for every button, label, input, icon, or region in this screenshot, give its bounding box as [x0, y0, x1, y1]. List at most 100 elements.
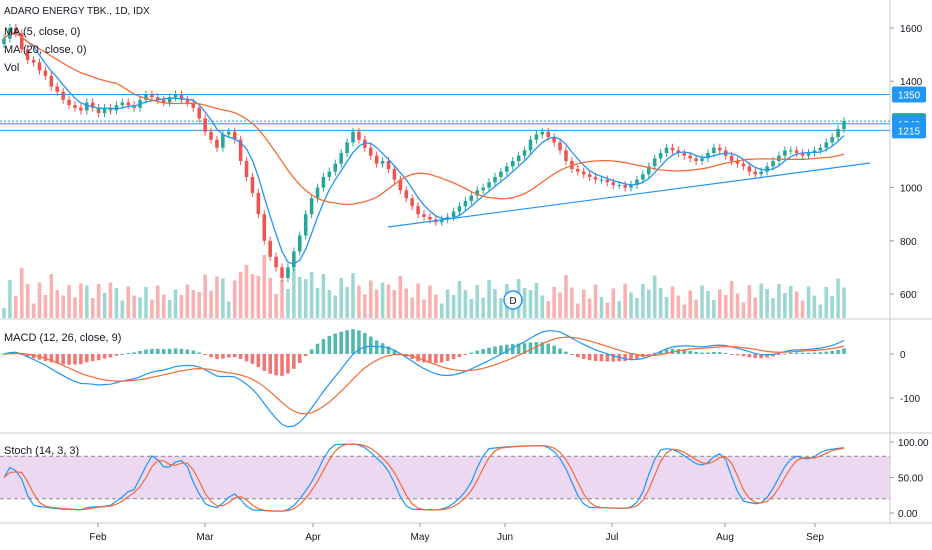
candle-body [262, 214, 267, 241]
macd-hist-bar [339, 331, 343, 354]
macd-hist-bar [629, 354, 633, 361]
candle-body [14, 28, 18, 34]
candle-body [167, 97, 172, 103]
volume-bar [747, 285, 752, 318]
macd-hist-bar [611, 354, 616, 362]
macd-hist-bar [191, 350, 196, 354]
macd-hist-bar [682, 349, 687, 354]
candle-body [191, 102, 196, 108]
volume-bar [215, 276, 219, 318]
ma-slow-legend[interactable]: MA (20, close, 0) [4, 44, 87, 56]
macd-hist-bar [297, 354, 302, 363]
volume-bar [203, 274, 207, 318]
candle-body [114, 105, 119, 111]
volume-bar [238, 272, 243, 318]
volume-bar [292, 268, 296, 318]
candle-body [333, 163, 338, 172]
candle-body [682, 153, 687, 156]
macd-hist-bar [221, 354, 225, 359]
candle-body [43, 70, 48, 76]
candle-body [581, 171, 586, 175]
macd-hist-bar [445, 354, 450, 361]
volume-bar [96, 284, 101, 318]
volume-bar [79, 283, 83, 318]
ma-fast-legend[interactable]: MA (5, close, 0) [4, 26, 81, 38]
candle-body [108, 107, 113, 111]
volume-bar [599, 297, 604, 318]
macd-hist-bar [712, 352, 716, 354]
candle-body [79, 107, 83, 111]
volume-bar [156, 285, 160, 318]
macd-line [3, 330, 845, 428]
stoch-legend[interactable]: Stoch (14, 3, 3) [4, 445, 80, 457]
macd-hist-bar [120, 353, 125, 355]
volume-bar [209, 290, 213, 318]
candle-body [25, 49, 30, 60]
candle-body [558, 142, 562, 151]
y-tick-label: 1000 [900, 184, 923, 195]
macd-hist-bar [694, 351, 698, 354]
macd-hist-bar [108, 354, 113, 358]
volume-bar [185, 284, 190, 318]
candle-body [800, 153, 805, 156]
macd-hist-bar [126, 352, 131, 354]
macd-hist-bar [717, 352, 722, 354]
macd-hist-bar [238, 354, 243, 360]
macd-hist-bar [771, 354, 775, 357]
macd-hist-bar [357, 330, 361, 354]
candle-body [475, 190, 480, 196]
candle-body [777, 155, 781, 161]
volume-bar [558, 292, 562, 318]
macd-hist-bar [173, 348, 178, 354]
candle-body [765, 166, 769, 172]
volume-bar [374, 289, 379, 318]
macd-hist-bar [428, 354, 432, 364]
candle-body [641, 174, 645, 180]
macd-hist-bar [599, 354, 604, 362]
macd-hist-bar [723, 352, 728, 354]
candle-body [49, 75, 54, 87]
volume-bar [487, 280, 491, 318]
candle-body [593, 176, 598, 180]
macd-legend[interactable]: MACD (12, 26, close, 9) [4, 332, 122, 344]
volume-bar [434, 294, 438, 318]
volume-bar [422, 299, 426, 318]
volume-bar [694, 299, 698, 318]
volume-bar [812, 295, 817, 318]
volume-bar [161, 294, 166, 318]
volume-bar [564, 275, 568, 318]
macd-hist-bar [2, 354, 6, 355]
candle-body [67, 99, 71, 106]
macd-hist-bar [499, 345, 503, 354]
volume-bar [593, 284, 598, 318]
volume-bar [771, 298, 775, 318]
candle-body [327, 171, 332, 177]
macd-hist-bar [469, 352, 474, 354]
candle-body [144, 94, 148, 100]
y-tick-label: 1600 [900, 24, 923, 35]
volume-bar [85, 285, 89, 318]
candle-body [416, 206, 420, 215]
macd-hist-bar [102, 354, 107, 359]
candle-body [321, 176, 326, 188]
macd-hist-bar [351, 329, 355, 354]
macd-hist-bar [49, 354, 54, 363]
macd-hist-bar [386, 346, 391, 354]
macd-hist-bar [286, 354, 290, 374]
volume-legend[interactable]: Vol [4, 62, 20, 74]
volume-bar [108, 282, 113, 318]
candle-body [635, 179, 639, 185]
volume-bar [493, 289, 497, 318]
volume-bar [682, 304, 687, 318]
macd-hist-bar [741, 354, 746, 357]
macd-hist-bar [783, 353, 787, 355]
candle-body [753, 171, 758, 175]
macd-hist-bar [546, 343, 551, 354]
macd-hist-bar [528, 342, 533, 354]
macd-hist-bar [327, 335, 332, 354]
candle-body [623, 184, 627, 188]
candle-body [528, 139, 533, 151]
macd-hist-bar [777, 354, 781, 355]
volume-bar [753, 297, 758, 318]
candle-body [292, 251, 296, 268]
